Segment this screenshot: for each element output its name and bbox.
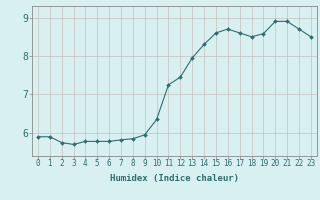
X-axis label: Humidex (Indice chaleur): Humidex (Indice chaleur) [110,174,239,183]
